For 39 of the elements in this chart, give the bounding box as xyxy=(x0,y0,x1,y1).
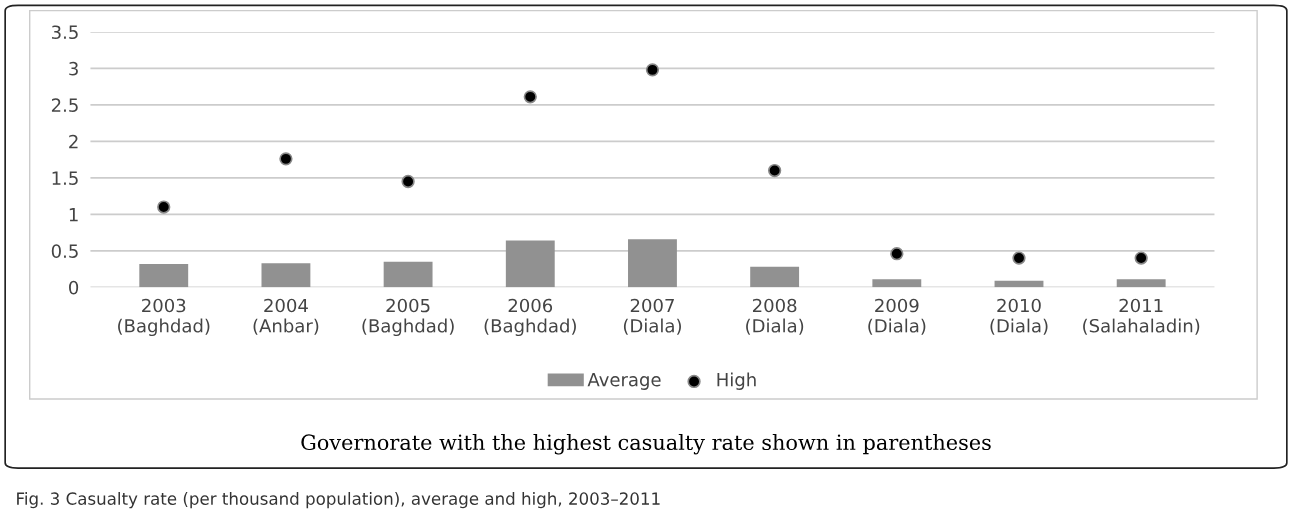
text: Governorate with the highest casualty rate shown in parentheses xyxy=(301,433,991,455)
bar xyxy=(872,279,922,288)
point xyxy=(157,200,171,214)
bar xyxy=(1116,279,1166,288)
bar xyxy=(261,263,311,288)
y-tick-label: 0.5 xyxy=(51,244,78,258)
caption: Fig. 3 Casualty rate (per thousand population), average and high, 2003–2011 xyxy=(17,492,660,509)
x-tick-label: 2011 (Salahaladin) xyxy=(1083,298,1200,335)
x-tick-label: 2007 (Diala) xyxy=(623,298,681,335)
x-tick-label: 2008 (Diala) xyxy=(746,298,804,335)
point xyxy=(1012,251,1026,265)
bar xyxy=(750,266,800,288)
y-tick-label: 1 xyxy=(69,208,78,222)
bar xyxy=(139,263,189,288)
point xyxy=(401,174,415,189)
point xyxy=(767,163,782,178)
y-tick-label: 3 xyxy=(69,61,78,76)
x-tick-label: 2010 (Diala) xyxy=(990,298,1048,335)
legend-label: High xyxy=(717,372,756,390)
point xyxy=(890,247,904,261)
bar xyxy=(383,261,433,288)
point xyxy=(523,90,537,104)
point xyxy=(279,152,293,166)
x-tick-label: 2003 (Baghdad) xyxy=(118,298,210,337)
y-tick-label: 1.5 xyxy=(52,171,78,185)
bar xyxy=(994,280,1044,288)
x-tick-label: 2005 (Baghdad) xyxy=(362,298,454,337)
legend-label: Average xyxy=(587,373,661,390)
y-tick-label: 2 xyxy=(69,134,78,149)
y-tick-label: 2.5 xyxy=(51,98,78,112)
x-tick-label: 2006 (Baghdad) xyxy=(484,298,576,337)
y-tick-label: 0 xyxy=(69,280,79,295)
bar xyxy=(505,240,555,288)
y-tick-label: 3.5 xyxy=(51,25,78,40)
point xyxy=(645,63,660,77)
bar xyxy=(628,239,677,288)
x-tick-label: 2004 (Anbar) xyxy=(253,298,319,335)
x-tick-label: 2009 (Diala) xyxy=(868,298,926,335)
point xyxy=(1134,251,1148,265)
